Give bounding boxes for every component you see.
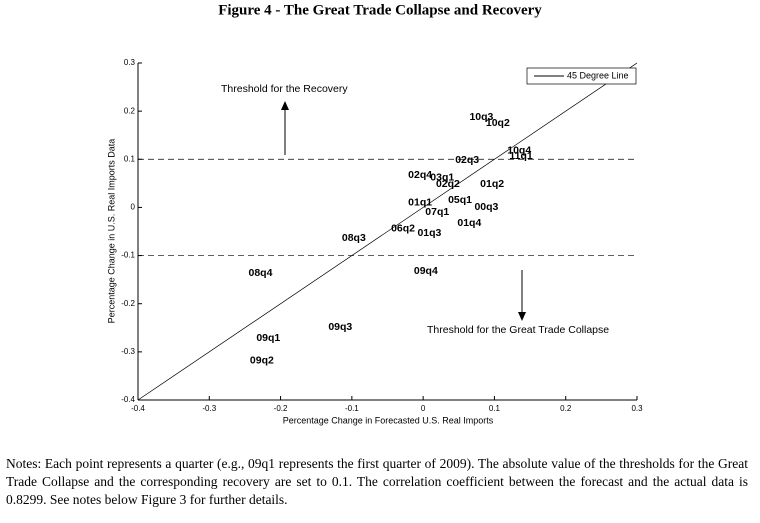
point-label: 09q1: [256, 332, 280, 344]
annotation: Threshold for the Great Trade Collapse: [427, 324, 609, 336]
chart-title: Figure 4 - The Great Trade Collapse and …: [218, 2, 542, 18]
point-label: 01q2: [480, 178, 504, 190]
point-label: 02q3: [455, 154, 479, 166]
y-tick-label: 0: [131, 203, 136, 212]
point-label: 03q1: [430, 171, 454, 183]
point-label: 08q4: [248, 267, 272, 279]
point-label: 05q1: [448, 194, 472, 206]
point-label: 02q4: [408, 169, 432, 181]
x-tick-label: -0.3: [202, 404, 216, 413]
y-tick-label: 0.3: [124, 58, 136, 67]
y-tick-label: 0.1: [124, 154, 136, 163]
x-tick-label: 0.3: [631, 404, 643, 413]
x-tick-label: -0.1: [345, 404, 359, 413]
y-tick-label: -0.3: [121, 347, 135, 356]
y-axis-label: Percentage Change in U.S. Real Imports D…: [106, 139, 116, 324]
point-label: 01q4: [457, 217, 481, 229]
x-tick-label: -0.4: [131, 404, 145, 413]
x-tick-label: 0.2: [560, 404, 572, 413]
point-label: 01q1: [408, 196, 432, 208]
x-tick-label: 0.1: [489, 404, 501, 413]
y-tick-label: 0.2: [124, 106, 136, 115]
point-label: 09q3: [328, 321, 352, 333]
point-label: 08q3: [342, 232, 366, 244]
arrow-head: [518, 312, 526, 321]
annotation: Threshold for the Recovery: [221, 83, 348, 95]
x-tick-label: -0.2: [274, 404, 288, 413]
legend-box: [526, 67, 637, 85]
point-label: 09q2: [250, 354, 274, 366]
arrow-head: [281, 101, 289, 110]
chart: Figure 4 - The Great Trade Collapse and …: [106, 2, 643, 425]
point-label: 09q4: [414, 265, 438, 277]
point-label: 07q1: [425, 206, 449, 218]
x-axis-label: Percentage Change in Forecasted U.S. Rea…: [283, 415, 494, 425]
notes: Notes: Each point represents a quarter (…: [6, 456, 748, 507]
point-label: 02q2: [436, 178, 460, 190]
point-label: 06q2: [391, 222, 415, 234]
point-label: 00q3: [474, 201, 498, 213]
point-label: 11q1: [509, 150, 533, 162]
point-label: 10q4: [507, 144, 531, 156]
legend-label: 45 Degree Line: [567, 70, 629, 80]
reference-line: [137, 62, 638, 401]
y-tick-label: -0.2: [121, 299, 135, 308]
y-tick-label: -0.4: [121, 395, 135, 404]
point-label: 01q3: [417, 227, 441, 239]
point-label: 10q3: [469, 111, 493, 123]
point-label: 10q2: [486, 117, 510, 129]
x-tick-label: 0: [421, 404, 426, 413]
y-tick-label: -0.1: [121, 251, 135, 260]
